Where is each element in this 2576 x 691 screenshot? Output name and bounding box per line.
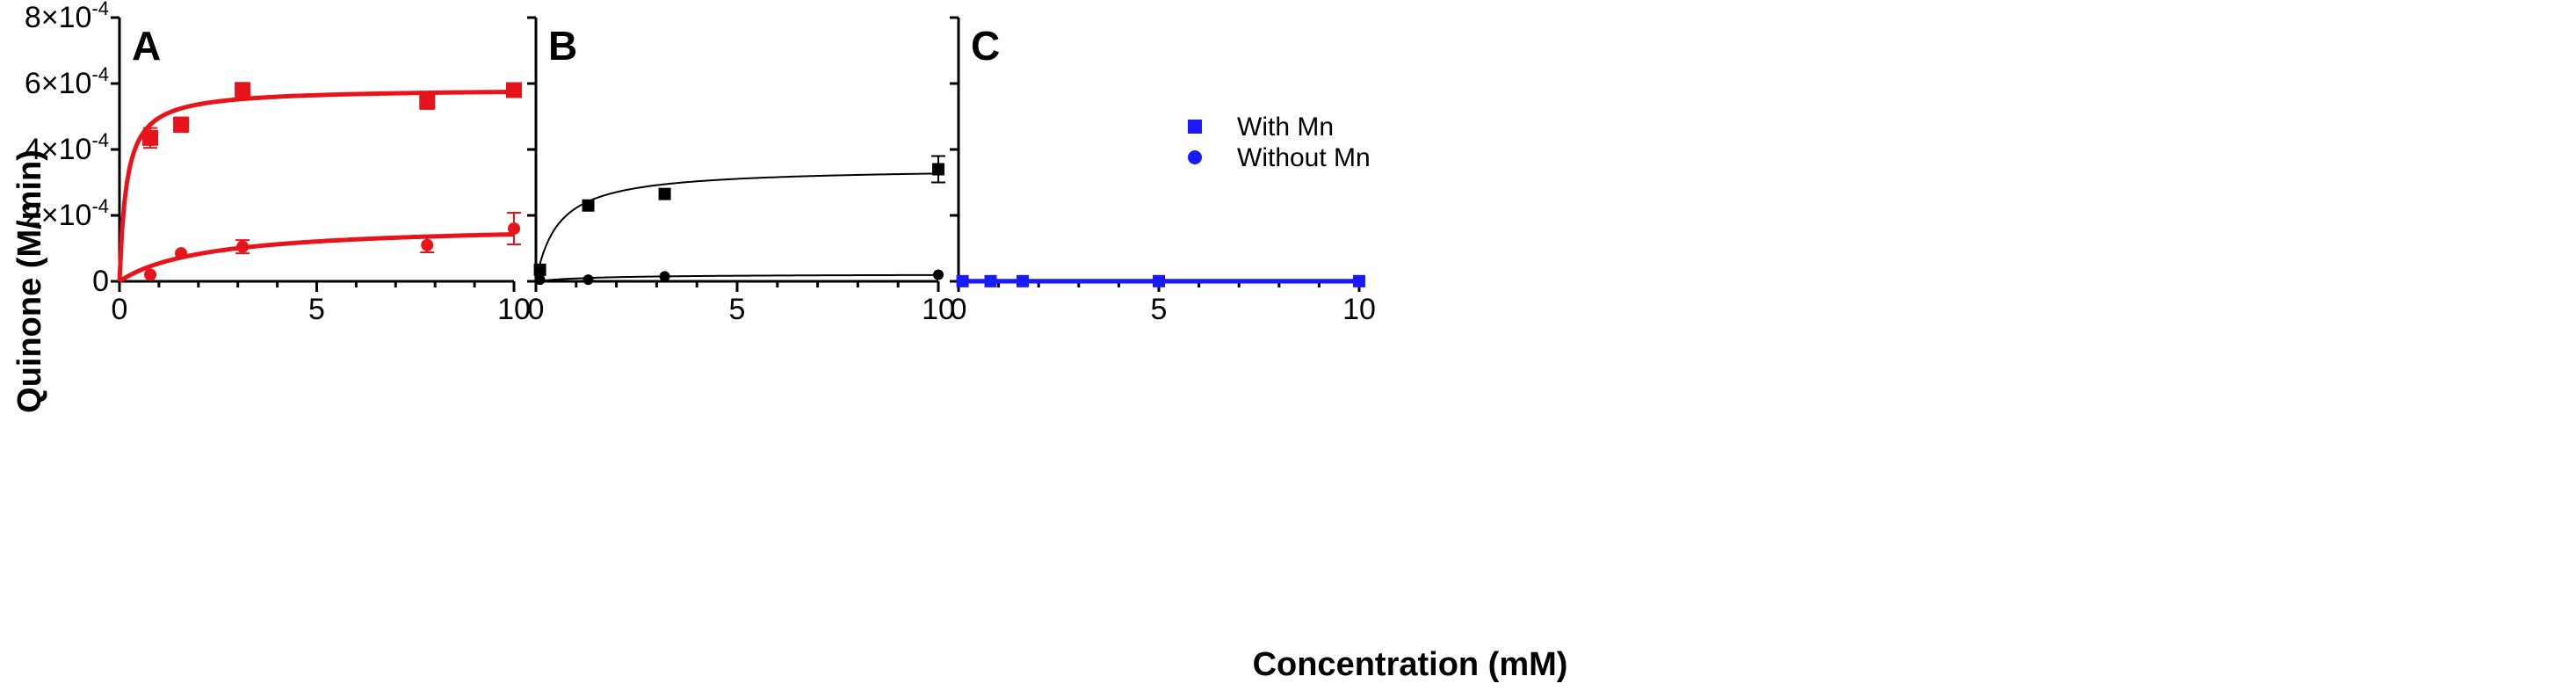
x-tick-label: 0 [528,293,545,326]
data-point-circle [534,274,546,286]
y-tick-label: 2×10-4 [25,195,109,232]
data-point-circle [508,222,520,235]
series-without-mn [118,212,521,284]
data-point-circle [144,268,157,281]
x-tick-label: 5 [729,293,746,326]
data-point-square [533,263,546,276]
data-point-circle [659,271,670,282]
legend-label: Without Mn [1237,143,1371,172]
y-tick-label: 6×10-4 [25,63,109,100]
data-point-square [142,129,159,146]
x-tick-label: 5 [1151,293,1168,326]
x-axis-title: Concentration (mM) [1253,646,1568,683]
fit-curve [117,90,515,282]
data-point-circle [582,274,594,286]
panel-label: B [548,23,577,69]
series-without-mn [957,276,1364,287]
legend-label: With Mn [1237,113,1334,142]
data-point-square [419,93,436,110]
legend-entry: Without Mn [1188,143,1371,172]
panel-b: 0 5 10 B [527,16,955,326]
x-tick-label: 5 [308,293,325,326]
x-tick-label: 10 [497,293,531,326]
data-point-square [582,199,595,212]
data-point-circle [1354,276,1364,287]
panel-c: 0 5 10 C [950,16,1376,326]
data-point-square [173,116,190,133]
legend-square-marker [1188,120,1202,134]
data-point-circle [1154,276,1164,287]
y-tick-labels: 0 2×10-4 4×10-4 6×10-4 8×10-4 [25,0,109,298]
panel-a: 0 5 10 A [111,16,531,326]
panel-label: C [971,23,1000,69]
legend-circle-marker [1188,150,1202,164]
data-point-circle [236,240,250,253]
series-with-mn [533,155,945,282]
data-point-square [932,163,944,176]
x-tick-label: 0 [951,293,967,326]
y-tick-label: 8×10-4 [25,0,109,34]
legend-entry: With Mn [1188,113,1334,142]
data-point-square [658,187,671,200]
y-tick-label: 4×10-4 [25,129,109,166]
series-with-mn [117,82,522,282]
data-point-circle [957,276,968,287]
fit-curve [535,172,939,282]
data-point-circle [175,247,188,260]
panels: 0 5 10 A 0 5 10 B 0 5 10 C [111,16,1376,326]
data-point-circle [421,238,434,251]
data-point-circle [933,269,944,280]
x-tick-label: 0 [112,293,128,326]
y-axis-title-group: Quinone (M/min) [11,149,48,413]
fit-curve [535,273,938,282]
x-tick-label: 10 [922,293,955,326]
y-axis-title: Quinone (M/min) [11,149,48,413]
data-point-square [506,82,522,98]
y-tick-label: 0 [92,265,109,298]
data-point-square [235,82,251,98]
data-point-circle [1017,276,1028,287]
x-tick-label: 10 [1342,293,1376,326]
panel-label: A [132,23,161,69]
data-point-circle [985,276,996,287]
series-without-mn [534,269,944,286]
